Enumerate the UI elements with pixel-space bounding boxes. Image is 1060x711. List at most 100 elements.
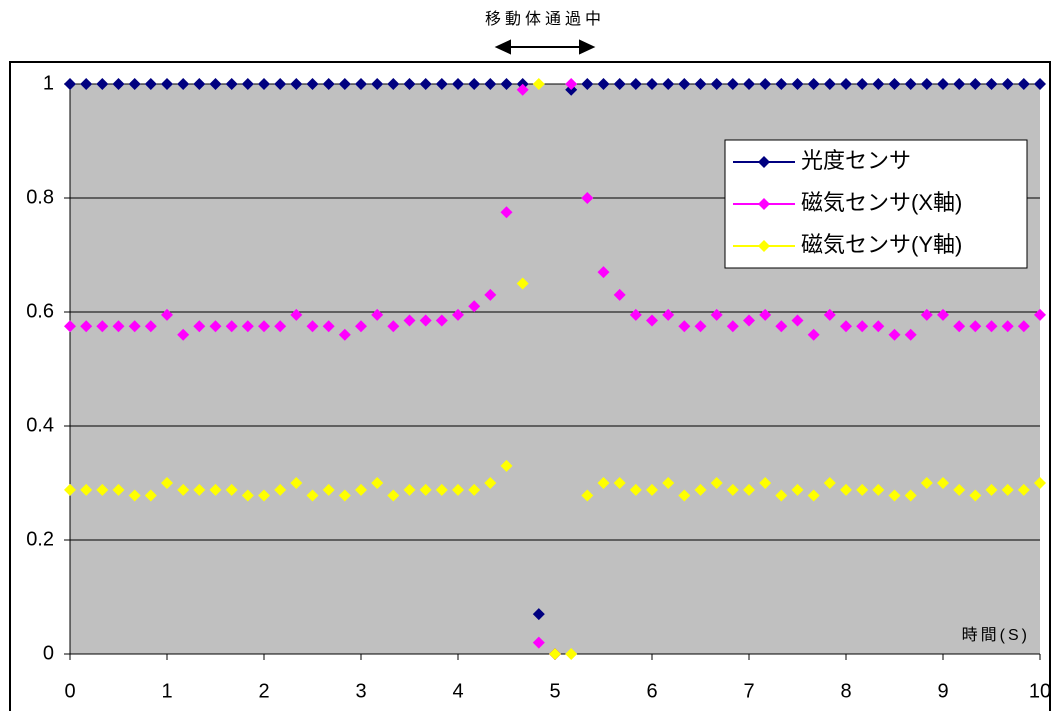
point-marker — [581, 489, 594, 502]
point-marker — [322, 483, 335, 496]
point-marker — [484, 78, 497, 90]
point-marker — [694, 483, 707, 496]
point-marker — [258, 489, 270, 502]
point-marker — [371, 308, 384, 321]
point-marker — [452, 483, 464, 496]
point-marker — [209, 320, 222, 333]
point-marker — [694, 78, 707, 90]
point-marker — [290, 78, 303, 90]
y-tick-label: 0.2 — [26, 528, 54, 550]
point-marker — [920, 78, 933, 90]
legend-marker — [758, 240, 770, 252]
point-marker — [726, 483, 739, 496]
point-marker — [338, 489, 351, 502]
point-marker — [662, 477, 675, 489]
point-marker — [807, 78, 820, 90]
point-marker — [888, 78, 901, 90]
legend-marker — [758, 156, 770, 168]
x-tick-label: 4 — [452, 680, 463, 702]
point-marker — [775, 78, 788, 90]
point-marker — [613, 288, 626, 301]
point-marker — [338, 328, 351, 341]
point-marker — [64, 78, 76, 90]
point-marker — [937, 477, 949, 489]
point-marker — [775, 489, 788, 502]
point-marker — [791, 314, 804, 327]
point-marker — [322, 78, 335, 90]
point-marker — [128, 78, 141, 90]
point-marker — [985, 483, 998, 496]
point-marker — [403, 483, 416, 496]
point-marker — [435, 78, 448, 90]
legend-label: 光度センサ — [801, 148, 911, 173]
point-marker — [80, 483, 93, 496]
point-marker — [678, 78, 691, 90]
point-marker — [953, 483, 966, 496]
point-marker — [80, 320, 93, 333]
x-tick-label: 7 — [743, 680, 754, 702]
series — [64, 78, 1046, 660]
point-marker — [629, 308, 642, 321]
point-marker — [128, 320, 141, 333]
point-marker — [484, 288, 497, 301]
point-marker — [306, 320, 319, 333]
point-marker — [452, 78, 464, 90]
point-marker — [646, 483, 658, 496]
point-marker — [613, 78, 626, 90]
point-marker — [64, 483, 76, 496]
point-marker — [516, 83, 529, 96]
point-marker — [856, 78, 869, 90]
point-marker — [96, 78, 109, 90]
point-marker — [371, 78, 384, 90]
x-axis-label: 時間(S) — [962, 626, 1030, 644]
point-marker — [1001, 483, 1014, 496]
point-marker — [193, 320, 206, 333]
point-marker — [565, 648, 578, 660]
point-marker — [144, 320, 157, 333]
point-marker — [419, 483, 432, 496]
point-marker — [759, 78, 772, 90]
point-marker — [904, 78, 917, 90]
point-marker — [549, 648, 561, 660]
point-marker — [225, 483, 238, 496]
y-tick-label: 0.4 — [26, 414, 54, 436]
point-marker — [96, 483, 109, 496]
point-marker — [920, 308, 933, 321]
point-marker — [177, 78, 190, 90]
point-marker — [290, 308, 303, 321]
point-marker — [112, 483, 125, 496]
point-marker — [1034, 308, 1046, 321]
point-marker — [209, 78, 222, 90]
point-marker — [177, 328, 190, 341]
point-marker — [743, 483, 755, 496]
point-marker — [484, 477, 497, 489]
point-marker — [646, 314, 658, 327]
point-marker — [452, 308, 464, 321]
point-marker — [241, 78, 254, 90]
point-marker — [904, 328, 917, 341]
point-marker — [726, 320, 739, 333]
point-marker — [161, 78, 173, 90]
x-tick-label: 9 — [937, 680, 948, 702]
point-marker — [969, 320, 982, 333]
point-marker — [258, 320, 270, 333]
point-marker — [241, 489, 254, 502]
point-marker — [969, 78, 982, 90]
point-marker — [403, 314, 416, 327]
x-tick-label: 6 — [646, 680, 657, 702]
point-marker — [694, 320, 707, 333]
point-marker — [64, 320, 76, 333]
x-tick-label: 5 — [549, 680, 560, 702]
point-marker — [629, 483, 642, 496]
point-marker — [743, 78, 755, 90]
point-marker — [419, 314, 432, 327]
point-marker — [274, 320, 287, 333]
point-marker — [985, 320, 998, 333]
annotation-arrow — [494, 39, 596, 55]
point-marker — [241, 320, 254, 333]
point-marker — [112, 78, 125, 90]
point-marker — [856, 483, 869, 496]
point-marker — [468, 78, 481, 90]
y-tick-label: 0.6 — [26, 300, 54, 322]
point-marker — [953, 320, 966, 333]
